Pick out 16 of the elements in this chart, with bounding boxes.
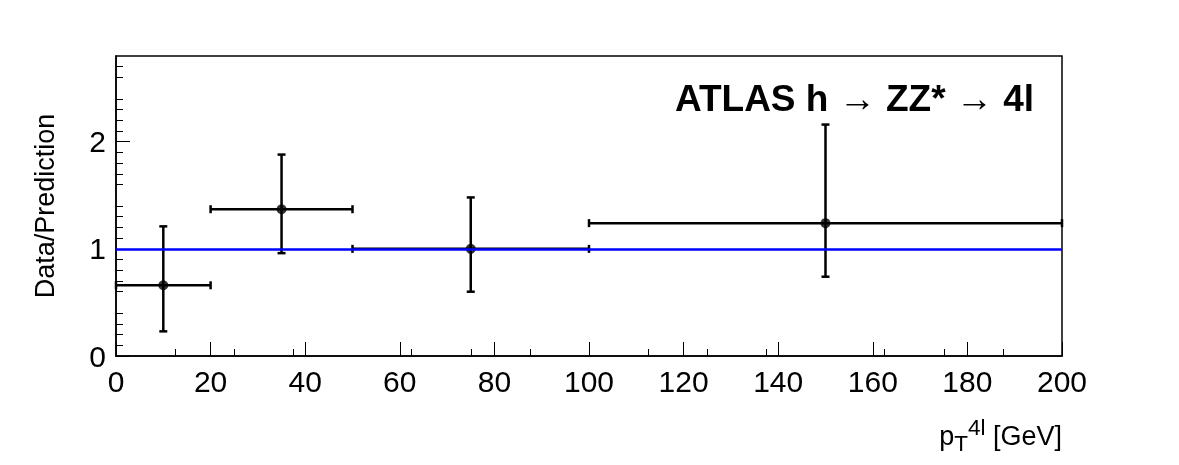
- x-axis-title: p$_{T}$$^{4l}$ [GeV]: [939, 414, 1062, 459]
- x-tick-label: 40: [288, 364, 322, 398]
- annotation: ATLAS h → ZZ* → 4l: [674, 78, 1035, 119]
- y-axis-title: Data/Prediction: [29, 113, 60, 299]
- x-tick-label: 200: [1036, 364, 1088, 398]
- x-tick-label: 120: [658, 364, 709, 398]
- x-tick-label: 140: [753, 364, 804, 398]
- x-tick-label: 20: [193, 364, 228, 398]
- y-tick-label: 1: [89, 232, 106, 266]
- y-tick-label: 2: [89, 125, 106, 159]
- y-tick-label: 0: [89, 339, 106, 373]
- x-tick-label: 60: [383, 364, 417, 398]
- x-tick-label: 180: [942, 364, 993, 398]
- x-tick-label: 100: [563, 364, 615, 398]
- x-tick-label: 80: [477, 364, 512, 398]
- x-tick-label: 160: [847, 364, 898, 398]
